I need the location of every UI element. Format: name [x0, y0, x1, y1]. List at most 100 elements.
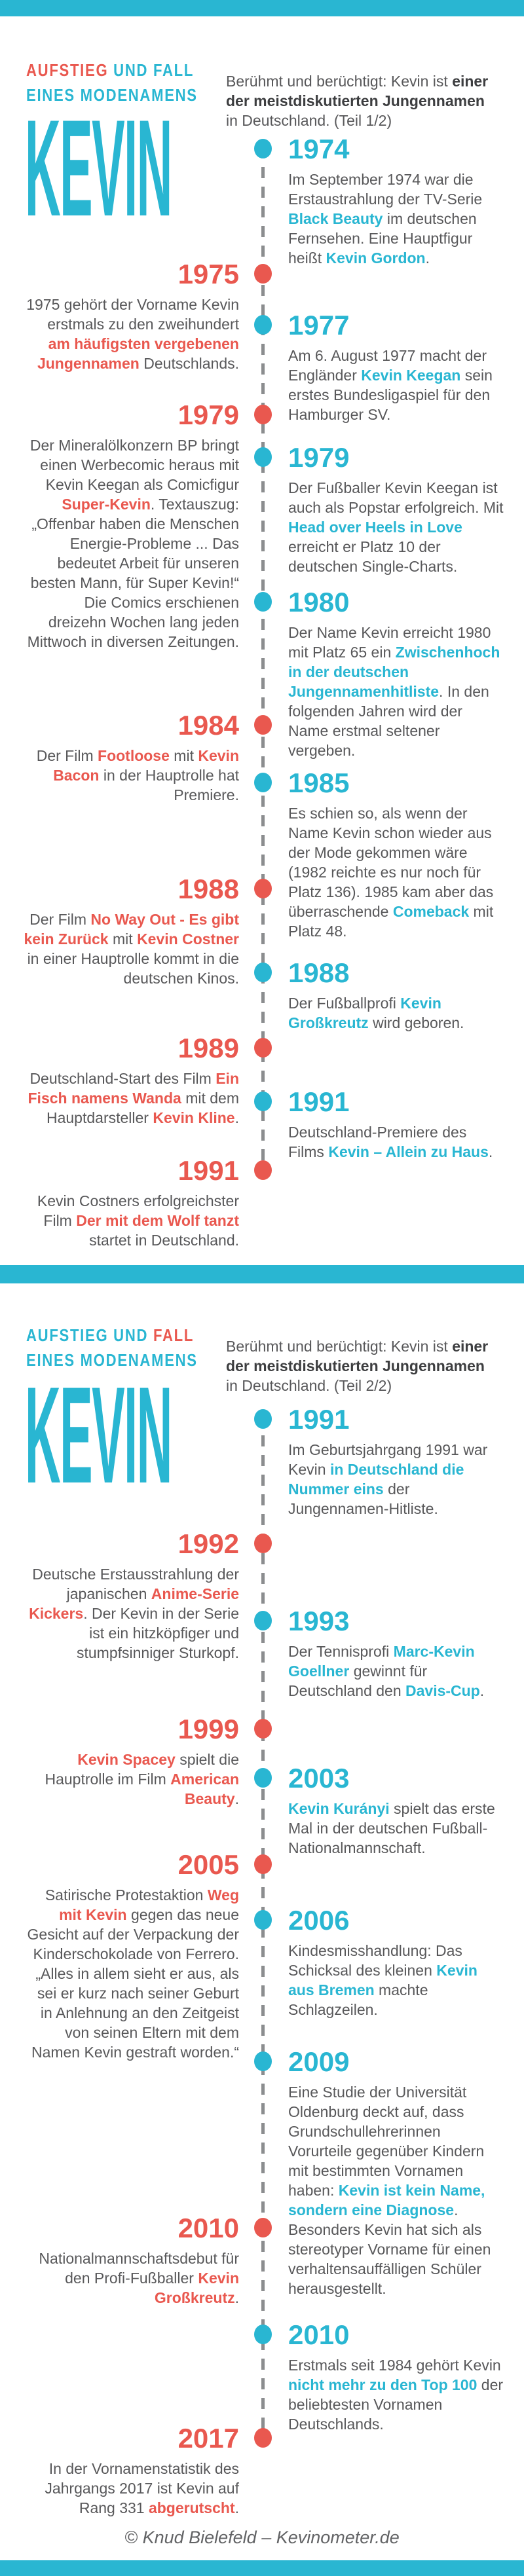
section-title-line1: AUFSTIEG UND FALL — [26, 58, 198, 83]
highlight-text: No Way Out - Es gibt kein Zurück — [24, 911, 240, 948]
text-segment: in einer Hauptrolle kommt in die deutsch… — [27, 950, 239, 987]
title-segment: EINES MODENAMENS — [26, 85, 198, 105]
entry-year: 1988 — [178, 874, 239, 904]
text-segment: sein erstes Bundesligaspiel für den Hamb… — [288, 367, 493, 423]
text-segment: in Deutschland. (Teil 2/2) — [226, 1377, 392, 1394]
highlight-text: Marc-Kevin Goellner — [288, 1643, 475, 1680]
timeline-dot — [254, 264, 272, 284]
timeline-entry-1991: 1991 Deutschland-Premiere des Films Kevin… — [288, 1088, 504, 1162]
entry-year: 1993 — [288, 1606, 350, 1636]
entry-description: Der Film No Way Out - Es gibt kein Zurüc… — [23, 910, 240, 988]
text-segment: Am 6. August 1977 macht der Engländer — [288, 347, 487, 384]
text-segment: startet in Deutschland. — [89, 1232, 239, 1249]
timeline-dot — [254, 1719, 272, 1739]
entry-year: 2009 — [288, 2046, 350, 2077]
timeline-dot — [254, 963, 272, 982]
timeline-entry-1992: 1992 Deutsche Erstausstrahlung der japani… — [23, 1530, 239, 1663]
bold-text: einer der meistdiskutierten Jungennamen — [226, 73, 489, 109]
text-segment: gegen das neue Gesicht auf der Verpackun… — [27, 1906, 239, 2061]
timeline-entries: 1991 Im Geburtsjahrgang 1991 war Kevin in… — [0, 1265, 524, 2576]
timeline-entry-1991: 1991 Im Geburtsjahrgang 1991 war Kevin in… — [288, 1406, 504, 1518]
text-segment: erreicht er Platz 10 der deutschen Singl… — [288, 538, 458, 575]
timeline-entry-1984: 1984 Der Film Footloose mit Kevin Bacon i… — [23, 712, 239, 805]
entry-year: 1984 — [178, 710, 239, 741]
entry-year: 1980 — [288, 587, 350, 617]
text-segment: spielt das erste Mal in der deutschen Fu… — [288, 1800, 495, 1856]
text-segment: Nationalmannschaftsdebut für den Profi-F… — [39, 2250, 239, 2287]
entry-year: 2010 — [288, 2319, 350, 2350]
entry-year: 1991 — [288, 1404, 350, 1435]
text-segment: Berühmt und berüchtigt: Kevin ist — [226, 73, 453, 90]
timeline-dot — [254, 447, 272, 467]
timeline-entry-1999: 1999 Kevin Spacey spielt die Hauptrolle i… — [23, 1716, 239, 1809]
text-segment: mit Platz 48. — [288, 903, 494, 940]
kevin-wordmark: KEVIN — [25, 91, 172, 245]
text-segment: mit — [169, 747, 198, 764]
timeline-entry-1977: 1977 Am 6. August 1977 macht der Englände… — [288, 312, 504, 424]
entry-description: Deutschland-Premiere des Films Kevin – A… — [288, 1122, 504, 1162]
section-title: AUFSTIEG UND FALL EINES MODENAMENS — [26, 58, 198, 107]
text-segment: der Jungennamen-Hitliste. — [288, 1481, 438, 1517]
highlight-text: Kevin aus Bremen — [288, 1962, 477, 1998]
timeline-entry-1991: 1991 Kevin Costners erfolgreichster Film … — [23, 1157, 239, 1250]
highlight-text: Kevin Bacon — [53, 747, 239, 784]
timeline-entry-1989: 1989 Deutschland-Start des Film Ein Fisch… — [23, 1033, 240, 1128]
highlight-text: Kevin Keegan — [361, 367, 461, 384]
text-segment: wird geboren. — [368, 1014, 464, 1031]
entry-description: Nationalmannschaftsdebut für den Profi-F… — [23, 2249, 239, 2308]
text-segment: Es schien so, als wenn der Name Kevin sc… — [288, 805, 494, 920]
text-segment: . — [425, 249, 430, 267]
title-segment: EINES MODENAMENS — [26, 1350, 198, 1370]
text-segment: Der Film — [29, 911, 91, 928]
highlight-text: Kevin – Allein zu Haus — [328, 1143, 489, 1160]
text-segment: gewinnt für Deutschland den — [288, 1663, 428, 1699]
entry-description: In der Vornamenstatistik des Jahrgangs 2… — [23, 2459, 239, 2518]
text-segment: Der Fußballprofi — [288, 995, 401, 1012]
timeline-dot — [254, 1038, 272, 1058]
text-segment: . — [234, 1109, 239, 1126]
entry-description: Kevin Kurányi spielt das erste Mal in de… — [288, 1799, 504, 1858]
highlight-text: Kevin Großkreutz — [154, 2270, 239, 2306]
highlight-text: nicht mehr zu den Top 100 — [288, 2376, 477, 2393]
text-segment: der beliebtesten Vornamen Deutschlands. — [288, 2376, 504, 2433]
text-segment: . — [479, 1682, 485, 1699]
section-title-line1: AUFSTIEG UND FALL — [26, 1323, 198, 1348]
timeline-entry-2017: 2017 In der Vornamenstatistik des Jahrgan… — [23, 2425, 239, 2518]
entry-description: Erstmals seit 1984 gehört Kevin nicht me… — [288, 2355, 504, 2434]
text-segment: in der Hauptrolle hat Premiere. — [99, 767, 239, 803]
highlight-text: Anime-Serie Kickers — [29, 1585, 239, 1622]
entry-description: Der Tennisprofi Marc-Kevin Goellner gewi… — [288, 1642, 504, 1701]
text-segment: Im Geburtsjahrgang 1991 war Kevin — [288, 1441, 488, 1478]
text-segment: Kevin Costners erfolgreichster Film — [37, 1192, 239, 1229]
text-segment: Satirische Protestaktion — [45, 1886, 208, 1904]
text-segment: In der Vornamenstatistik des Jahrgangs 2… — [45, 2460, 239, 2516]
timeline-entry-1975: 1975 1975 gehört der Vorname Kevin erstma… — [23, 261, 239, 373]
title-segment: FALL — [153, 1325, 195, 1345]
text-segment: . Der Kevin in der Serie ist ein hitzköp… — [76, 1605, 239, 1661]
entry-description: Eine Studie der Universität Oldenburg de… — [288, 2082, 504, 2298]
credit-line: © Knud Bielefeld – Kevinometer.de — [124, 2528, 400, 2547]
timeline-dot — [254, 139, 272, 158]
timeline-entries: 1974 Im September 1974 war die Erstaustra… — [0, 0, 524, 1265]
entry-year: 1989 — [178, 1033, 239, 1063]
section-divider-bar — [0, 1265, 524, 1283]
timeline-entry-1974: 1974 Im September 1974 war die Erstaustra… — [288, 136, 504, 268]
timeline-dot — [254, 715, 272, 735]
text-segment: Deutschland-Start des Film — [29, 1070, 216, 1087]
entry-description: Am 6. August 1977 macht der Engländer Ke… — [288, 346, 504, 424]
text-segment: Berühmt und berüchtigt: Kevin ist — [226, 1338, 453, 1355]
text-segment: Der Tennisprofi — [288, 1643, 394, 1660]
title-segment: AUFSTIEG UND — [26, 1325, 153, 1345]
highlight-text: Comeback — [392, 903, 470, 920]
timeline-dot — [254, 405, 272, 424]
entry-year: 1979 — [178, 399, 239, 430]
bottom-accent-bar — [0, 2560, 524, 2576]
entry-year: 1988 — [288, 957, 350, 988]
timeline-entry-2010: 2010 Erstmals seit 1984 gehört Kevin nich… — [288, 2321, 504, 2434]
highlight-text: Weg mit Kevin — [59, 1886, 239, 1923]
timeline-dot — [254, 2052, 272, 2071]
entry-description: Kindesmisshandlung: Das Schicksal des kl… — [288, 1941, 504, 2019]
title-segment: UND FALL — [108, 60, 195, 80]
entry-year: 1985 — [288, 767, 350, 798]
timeline-dot — [254, 1160, 272, 1180]
